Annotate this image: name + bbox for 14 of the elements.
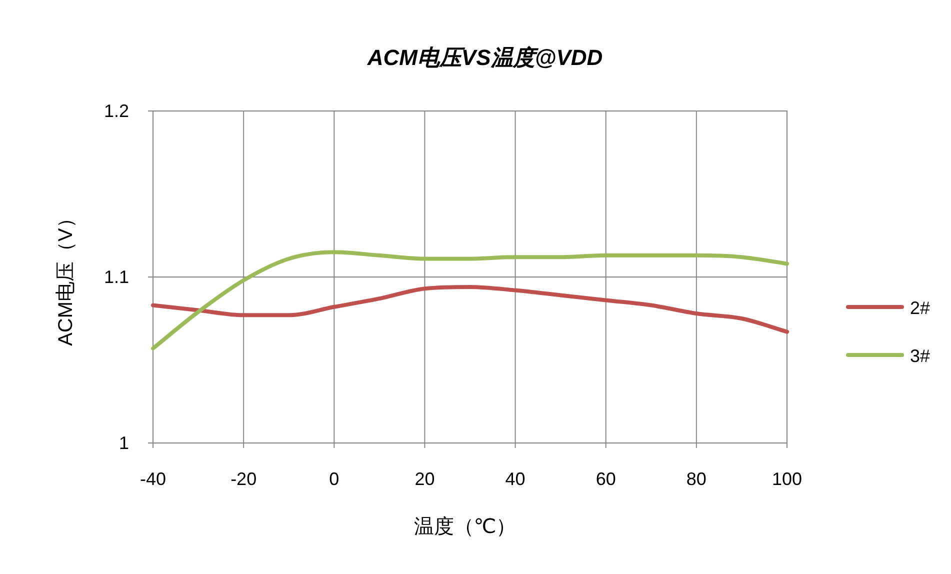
xtick: 80: [686, 469, 706, 489]
ytick: 1.2: [104, 101, 129, 121]
ytick: 1: [118, 433, 129, 453]
xtick: -20: [230, 469, 257, 489]
xtick: 0: [329, 469, 340, 489]
xtick: 60: [596, 469, 616, 489]
xtick: -40: [140, 469, 166, 489]
ylabel: ACM电压（V）: [55, 208, 77, 346]
xtick: 40: [505, 469, 526, 489]
xtick: 20: [414, 469, 435, 489]
title: ACM电压VS温度@VDD: [367, 45, 603, 70]
ytick: 1.1: [104, 267, 129, 287]
xtick: 100: [772, 469, 802, 489]
xlabel: 温度（℃）: [414, 516, 516, 538]
